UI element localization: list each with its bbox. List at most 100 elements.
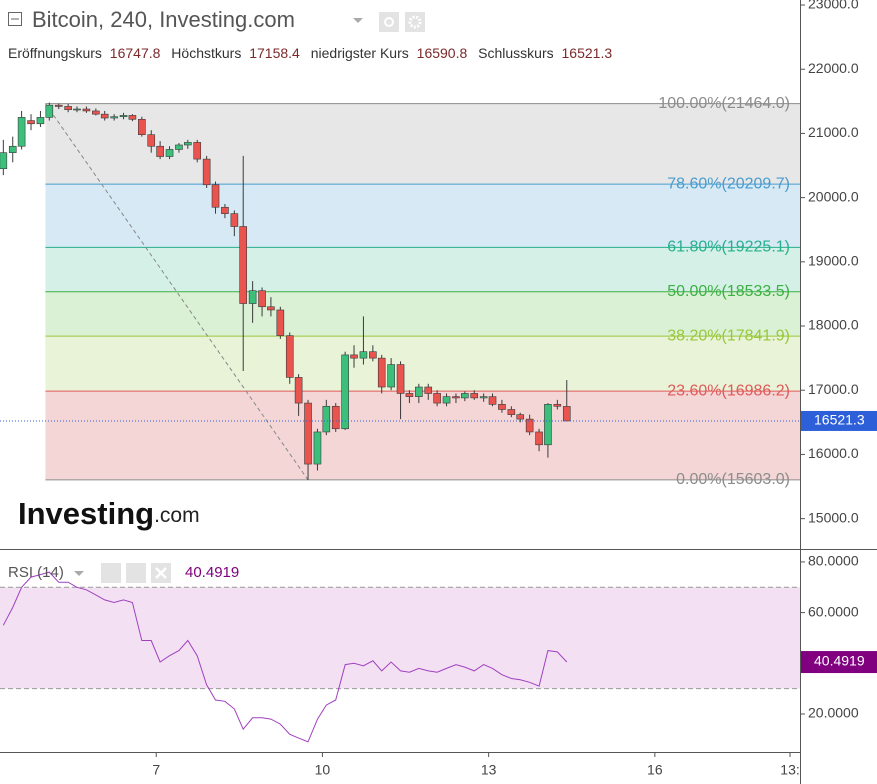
y-tick-label: 80.0000 <box>808 553 859 569</box>
rsi-value: 40.4919 <box>185 564 239 581</box>
eye-icon[interactable] <box>379 12 399 32</box>
ohlc-label: niedrigster Kurs <box>311 45 409 61</box>
y-tick-label: 20.0000 <box>808 705 859 721</box>
candle-body <box>138 118 146 135</box>
candle-body <box>433 393 441 404</box>
candle-body <box>147 134 156 147</box>
y-tick-label: 22000.0 <box>808 60 859 76</box>
candle-body <box>415 386 423 397</box>
x-tick-label: 7 <box>152 762 160 778</box>
candle-body <box>488 396 497 405</box>
eye-icon-pupil <box>384 17 394 27</box>
candle-body <box>313 431 322 465</box>
y-tick-label: 60.0000 <box>808 603 859 619</box>
fib-level-label: 50.00%(18533.5) <box>667 283 790 300</box>
candle-body <box>405 393 414 397</box>
candle-body <box>341 354 349 430</box>
fib-band <box>45 336 800 392</box>
fib-band <box>45 184 800 248</box>
candle-body <box>562 406 571 422</box>
last-price-label: 16521.3 <box>814 412 865 428</box>
candle-body <box>82 108 91 112</box>
candle-body <box>258 290 266 308</box>
candle-body <box>304 402 312 465</box>
candle-body <box>452 396 460 399</box>
candle-body <box>110 116 118 119</box>
candle-body <box>331 405 340 430</box>
dropdown-caret[interactable] <box>353 18 363 23</box>
dropdown-caret[interactable] <box>74 571 84 576</box>
ohlc-value: 16747.8 <box>110 45 161 61</box>
candle-body <box>165 149 174 157</box>
chart-title: Bitcoin, 240, Investing.com <box>32 7 295 32</box>
candle-body <box>100 113 109 119</box>
candle-body <box>248 290 257 304</box>
ohlc-label: Eröffnungskurs <box>8 45 102 61</box>
candle-body <box>230 213 239 227</box>
candle-body <box>525 418 534 433</box>
candle-body <box>516 414 525 420</box>
ohlc-legend: Eröffnungskurs 16747.8 Höchstkurs 17158.… <box>8 45 612 61</box>
candle-body <box>17 117 26 147</box>
settings-icon[interactable] <box>405 12 425 32</box>
x-tick-label: 16 <box>647 762 663 778</box>
rsi-title: RSI (14) <box>8 564 64 581</box>
candle-body <box>156 145 164 157</box>
y-tick-label: 16000.0 <box>808 445 859 461</box>
candle-body <box>267 306 275 311</box>
candle-body <box>553 404 562 407</box>
candle-body <box>202 158 211 186</box>
y-tick-label: 21000.0 <box>808 124 859 140</box>
watermark-suffix: .com <box>154 504 200 527</box>
rsi-value-label: 40.4919 <box>814 653 865 669</box>
watermark-brand: Investing <box>18 496 154 531</box>
fib-band <box>45 391 800 480</box>
fib-level-label: 0.00%(15603.0) <box>676 471 790 488</box>
fib-level-label: 100.00%(21464.0) <box>658 95 790 112</box>
collapse-icon[interactable] <box>8 12 22 26</box>
watermark: Investing.com <box>18 496 200 531</box>
eye-icon[interactable] <box>101 563 121 583</box>
candle-body <box>221 206 229 214</box>
close-icon-cross <box>155 567 167 579</box>
rsi-value-box <box>800 651 877 674</box>
candle-body <box>73 108 81 111</box>
y-tick-label: 18000.0 <box>808 317 859 333</box>
ohlc-value: 16521.3 <box>562 45 613 61</box>
candle-body <box>211 184 220 208</box>
x-tick-label: 13: <box>780 762 799 778</box>
ohlc-value: 16590.8 <box>417 45 468 61</box>
fib-band <box>45 291 800 337</box>
fib-level-label: 38.20%(17841.9) <box>667 327 790 344</box>
candle-body <box>193 142 202 160</box>
y-tick-label: 17000.0 <box>808 381 859 397</box>
candle-body <box>535 431 543 446</box>
candle-body <box>470 393 479 399</box>
y-tick-label: 23000.0 <box>808 0 859 12</box>
candle-body <box>119 115 128 118</box>
fib-level-label: 23.60%(16986.2) <box>667 382 790 399</box>
y-tick-label: 15000.0 <box>808 509 859 525</box>
candle-body <box>461 393 469 399</box>
candle-body <box>369 351 377 359</box>
fib-level-label: 78.60%(20209.7) <box>667 175 790 192</box>
candle-body <box>479 396 488 399</box>
y-tick-label: 20000.0 <box>808 188 859 204</box>
last-price-box <box>800 410 877 431</box>
candle-body <box>276 309 285 336</box>
ohlc-value: 17158.4 <box>249 45 300 61</box>
candle-body <box>294 377 303 404</box>
candle-body <box>239 226 248 304</box>
ohlc-label: Höchstkurs <box>171 45 241 61</box>
candle-body <box>36 117 45 125</box>
settings-icon[interactable] <box>126 563 146 583</box>
y-tick-label: 19000.0 <box>808 253 859 269</box>
candle-body <box>424 386 433 394</box>
candle-body <box>92 110 100 115</box>
candle-body <box>544 404 552 446</box>
rsi-line <box>2 571 568 743</box>
candle-body <box>498 404 506 410</box>
candle-body <box>45 104 54 118</box>
